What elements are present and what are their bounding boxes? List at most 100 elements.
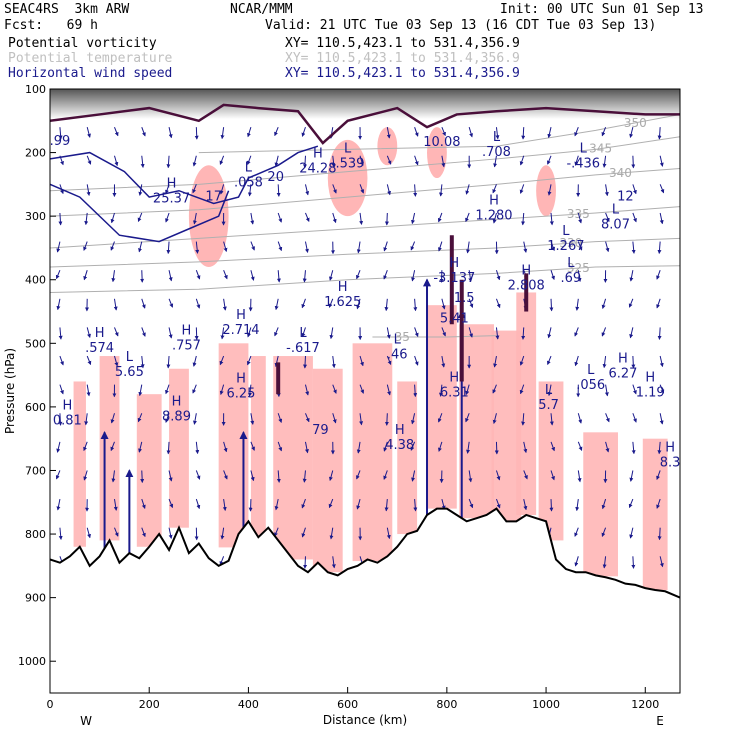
wind-arrow	[332, 384, 337, 394]
wind-arrow	[301, 327, 306, 338]
wind-arrow	[274, 527, 279, 537]
wind-arrow	[549, 413, 554, 426]
wind-shading	[377, 127, 398, 166]
wind-arrow	[519, 184, 525, 194]
wind-arrow	[302, 155, 307, 169]
wind-arrow	[383, 241, 388, 252]
y-tick-label: 300	[25, 210, 46, 223]
wind-arrow	[86, 355, 92, 366]
wind-arrow	[605, 212, 610, 223]
pv-extremum-letter: L	[394, 332, 402, 347]
wind-arrow	[465, 212, 470, 223]
x-tick-label: 0	[47, 698, 54, 711]
wind-arrow	[521, 127, 526, 140]
pv-extremum-value: 25.37	[153, 192, 190, 207]
wind-arrow	[304, 241, 309, 253]
wind-arrow	[137, 212, 143, 222]
theta-contour-label: 345	[589, 142, 612, 156]
pv-extremum-letter: H	[313, 147, 323, 162]
wind-arrow	[519, 384, 525, 395]
pv-extremum-letter: L	[612, 203, 620, 218]
wind-arrow	[657, 127, 662, 140]
wind-arrow	[356, 498, 361, 510]
wind-arrow	[328, 498, 334, 509]
wind-arrow	[84, 413, 89, 426]
x-tick-label: 1000	[532, 698, 560, 711]
theta-contour	[198, 113, 680, 154]
wind-arrow	[414, 355, 419, 366]
wind-arrow	[165, 212, 170, 223]
y-tick-label: 800	[25, 528, 46, 541]
wind-arrow	[659, 355, 664, 368]
wind-arrow	[276, 470, 281, 483]
wind-arrow	[492, 413, 497, 425]
wind-arrow	[359, 184, 365, 194]
wind-arrow	[168, 327, 173, 339]
wind-arrow	[577, 441, 583, 451]
wind-arrow	[113, 298, 118, 311]
y-tick-label: 700	[25, 464, 46, 477]
forecast-hour: Fcst: 69 h	[4, 18, 98, 33]
y-tick-label: 1000	[18, 655, 46, 668]
wind-arrow	[629, 270, 634, 282]
wind-arrow	[138, 241, 143, 253]
wind-arrow	[577, 470, 582, 483]
east-label: E	[656, 714, 664, 728]
pv-extremum-value: 79	[312, 423, 329, 438]
pv-extremum-value: -.436	[566, 157, 600, 172]
wind-shading	[583, 432, 618, 577]
wind-arrow	[465, 184, 470, 195]
wind-arrow	[577, 212, 583, 224]
pv-extremum-value: 1.280	[475, 209, 512, 224]
pv-extremum-value: 5.7	[538, 398, 559, 413]
wind-arrow	[166, 355, 171, 369]
wind-arrow	[657, 441, 662, 455]
wind-arrow	[629, 127, 634, 139]
wind-arrow	[659, 413, 664, 425]
wind-arrow	[165, 184, 170, 195]
wind-arrow	[632, 212, 637, 223]
wind-arrow	[114, 355, 119, 367]
wind-arrow	[195, 270, 201, 280]
wind-arrow	[114, 126, 119, 137]
wind-arrow	[246, 355, 252, 366]
pv-extremum-value: 6.25	[227, 387, 256, 402]
pv-extremum-letter: H	[665, 440, 675, 455]
wind-arrow	[601, 126, 607, 137]
wind-arrow	[222, 499, 227, 512]
wind-arrow	[301, 298, 306, 309]
pv-extremum-value: .69	[561, 271, 582, 286]
wind-arrow	[495, 127, 500, 140]
pv-extremum-value: 5.65	[115, 365, 144, 380]
wind-arrow	[441, 355, 446, 368]
y-tick-label: 200	[25, 147, 46, 160]
wind-arrow	[659, 155, 664, 167]
wind-arrow	[219, 155, 225, 165]
wind-arrow	[550, 270, 555, 281]
wind-arrow	[386, 155, 392, 165]
wind-arrow	[547, 184, 552, 196]
wind-arrow	[549, 212, 554, 226]
wind-arrow	[547, 355, 552, 366]
pv-extremum-letter: L	[493, 130, 501, 145]
model-title: SEAC4RS 3km ARW	[4, 2, 130, 17]
wind-arrow	[110, 241, 115, 251]
wind-arrow	[114, 527, 119, 537]
pv-extremum-letter: H	[645, 370, 655, 385]
wind-arrow	[413, 298, 418, 312]
wind-arrow	[110, 212, 115, 224]
wind-arrow	[356, 441, 361, 454]
wind-arrow	[550, 470, 555, 481]
wind-arrow	[632, 184, 637, 195]
wind-shading	[99, 356, 120, 541]
wind-arrow	[411, 413, 416, 425]
wind-arrow	[250, 470, 255, 482]
wind-arrow	[114, 155, 119, 167]
wind-arrow	[219, 384, 225, 395]
x-tick-label: 400	[238, 698, 259, 711]
wind-arrow	[141, 527, 146, 538]
wind-arrow	[575, 298, 580, 311]
y-axis-label: Pressure (hPa)	[3, 348, 17, 434]
wind-arrow	[629, 327, 634, 339]
wind-shading	[536, 165, 556, 217]
